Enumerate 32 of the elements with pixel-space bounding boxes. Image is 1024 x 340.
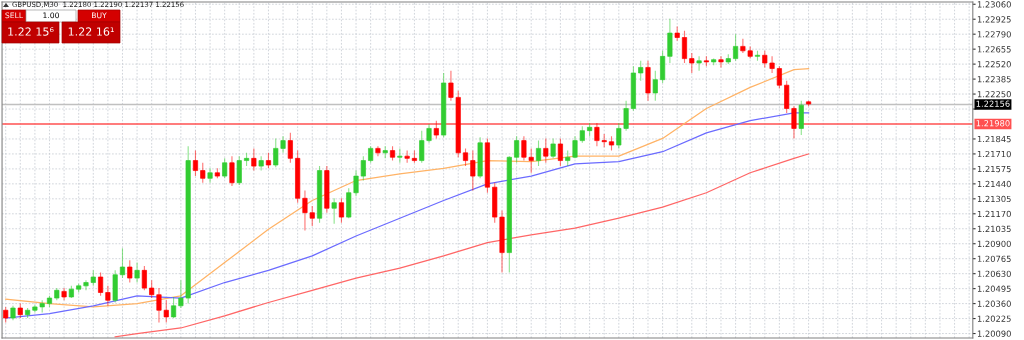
candlestick <box>404 150 410 164</box>
y-tick-label: 1.22790 <box>977 31 1011 38</box>
candlestick <box>718 55 724 69</box>
y-tick-label: 1.20765 <box>977 255 1011 262</box>
annotation: 1.22 16¹ <box>68 27 114 36</box>
y-tick-label: 1.20495 <box>977 285 1011 292</box>
y-tick-label: 1.22655 <box>977 46 1011 53</box>
y-tick-label: 1.20630 <box>977 270 1011 277</box>
y-tick-label: 1.22385 <box>977 76 1011 83</box>
y-tick-label: 1.20360 <box>977 300 1011 307</box>
annotation: 1.22 15⁶ <box>8 27 54 36</box>
y-tick-label: 1.21575 <box>977 165 1011 173</box>
ref-line-label: 1.22156 <box>976 100 1010 107</box>
y-tick-label: 1.20900 <box>977 240 1011 248</box>
y-tick-label: 1.21845 <box>977 135 1011 143</box>
y-tick-label: 1.21710 <box>977 150 1011 158</box>
ref-line-label: 1.21980 <box>976 120 1010 127</box>
y-tick-label: 1.21170 <box>977 210 1011 218</box>
y-tick-label: 1.20225 <box>977 315 1011 322</box>
candlestick <box>207 167 213 184</box>
y-tick-label: 1.22925 <box>977 16 1011 23</box>
line-series <box>114 153 810 338</box>
y-tick-label: 1.23060 <box>977 1 1011 8</box>
candlestick <box>375 145 381 157</box>
y-tick-label: 1.21305 <box>977 195 1011 203</box>
y-tick-label: 1.21035 <box>977 225 1011 233</box>
candlestick <box>696 55 702 72</box>
line-series <box>5 67 810 308</box>
y-tick-label: 1.20090 <box>977 330 1011 337</box>
y-tick-label: 1.21440 <box>977 180 1011 188</box>
y-tick-label: 1.22520 <box>977 61 1011 68</box>
y-tick-label: 1.22250 <box>977 91 1011 98</box>
